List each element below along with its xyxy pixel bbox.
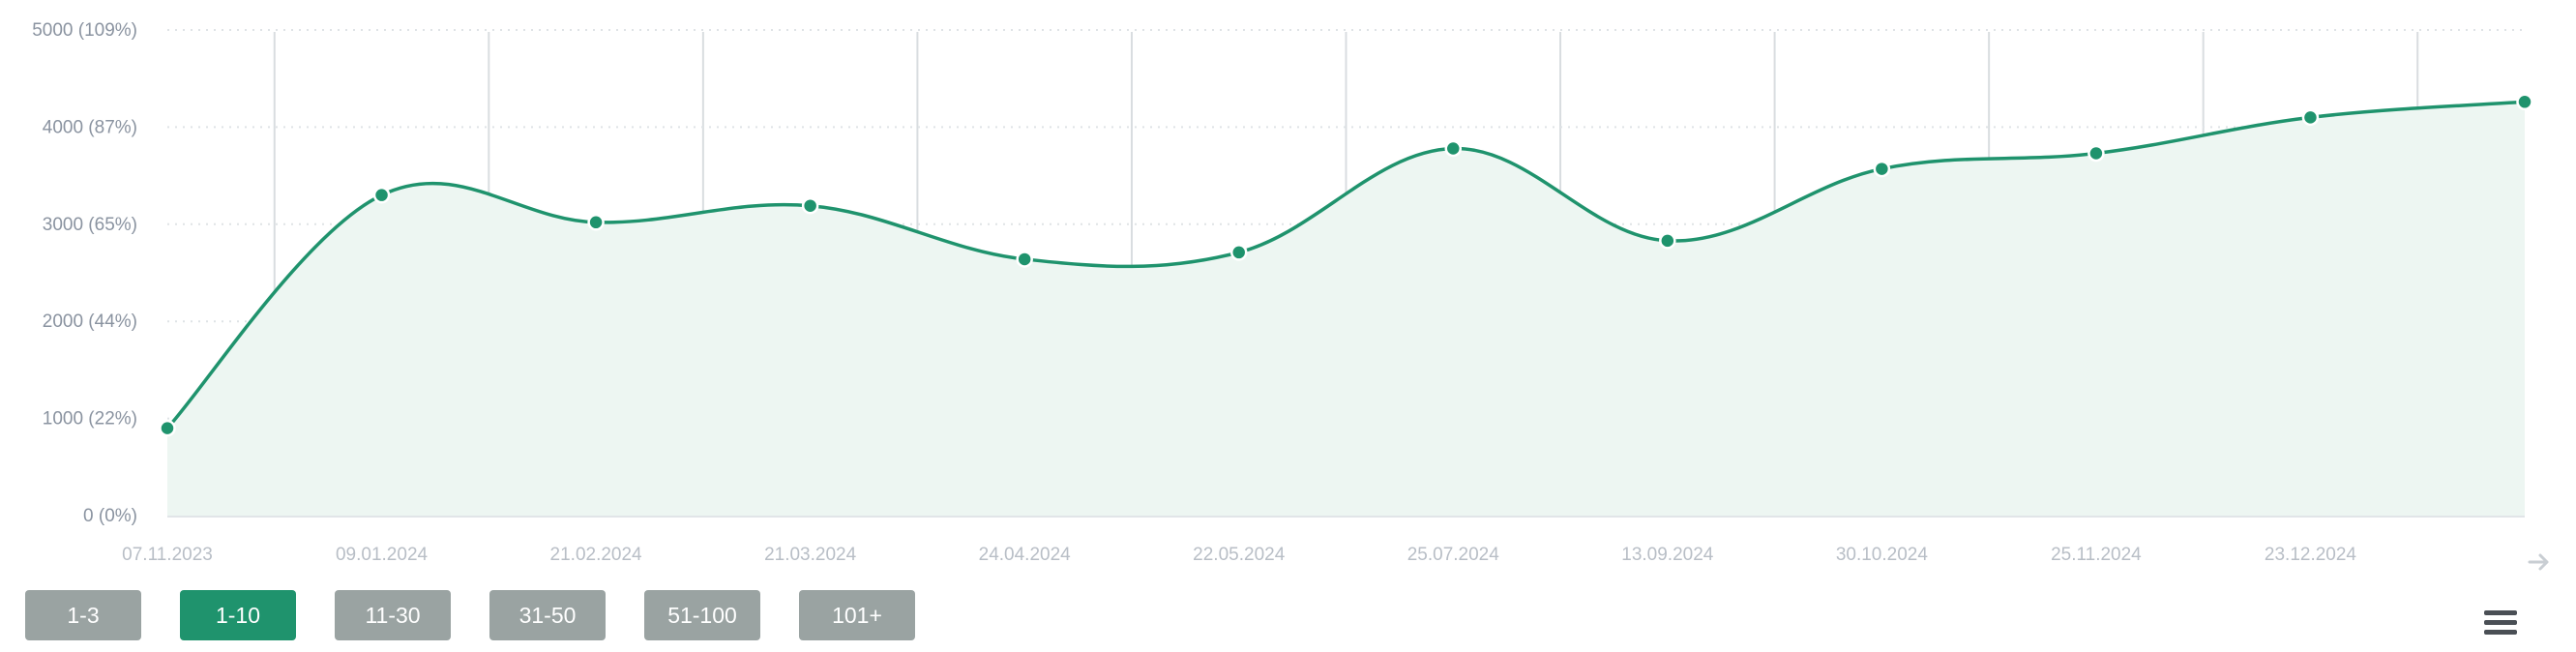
y-tick-label: 3000 (65%) — [43, 215, 137, 235]
data-point[interactable] — [372, 186, 391, 204]
x-tick-label: 21.02.2024 — [550, 545, 643, 565]
filter-button-11-30[interactable]: 11-30 — [335, 590, 451, 640]
data-point[interactable] — [1444, 139, 1463, 158]
data-point[interactable] — [1873, 160, 1891, 178]
x-tick-label: 25.11.2024 — [2051, 545, 2142, 565]
data-point[interactable] — [2301, 108, 2320, 127]
data-point[interactable] — [587, 214, 605, 231]
data-point[interactable] — [801, 196, 819, 215]
y-axis-ticks: 0 (0%) 1000 (22%) 2000 (44%) 3000 (65%) 4000… — [32, 20, 137, 526]
x-tick-label: 07.11.2023 — [122, 545, 213, 565]
filter-button-1-10[interactable]: 1-10 — [180, 590, 296, 640]
series-area — [167, 102, 2525, 517]
filter-button-1-3[interactable]: 1-3 — [25, 590, 141, 640]
y-tick-label: 4000 (87%) — [43, 117, 137, 137]
data-point[interactable] — [1659, 232, 1676, 250]
data-point[interactable] — [1229, 244, 1248, 261]
x-tick-label: 25.07.2024 — [1407, 545, 1500, 565]
x-tick-label: 22.05.2024 — [1193, 545, 1286, 565]
y-tick-label: 1000 (22%) — [43, 409, 137, 430]
series-points — [159, 93, 2533, 437]
data-point[interactable] — [1016, 251, 1033, 268]
y-tick-label: 2000 (44%) — [43, 311, 137, 332]
y-tick-label: 0 (0%) — [83, 506, 137, 526]
hamburger-menu-icon[interactable] — [2484, 610, 2517, 636]
filter-button-101-plus[interactable]: 101+ — [799, 590, 915, 640]
x-tick-label: 30.10.2024 — [1836, 545, 1929, 565]
data-point[interactable] — [2087, 144, 2105, 163]
data-point[interactable] — [159, 419, 176, 437]
x-tick-label: 24.04.2024 — [979, 545, 1072, 565]
arrow-right-icon[interactable] — [2527, 549, 2552, 575]
x-tick-label: 23.12.2024 — [2265, 545, 2357, 565]
position-chart: 0 (0%) 1000 (22%) 2000 (44%) 3000 (65%) 4000… — [32, 20, 2533, 565]
filter-button-31-50[interactable]: 31-50 — [489, 590, 606, 640]
filter-button-51-100[interactable]: 51-100 — [644, 590, 760, 640]
x-axis-ticks: 07.11.2023 09.01.2024 21.02.2024 21.03.2024… — [122, 545, 2356, 565]
y-tick-label: 5000 (109%) — [32, 20, 137, 41]
x-tick-label: 13.09.2024 — [1621, 545, 1714, 565]
data-point[interactable] — [2516, 93, 2533, 111]
x-tick-label: 21.03.2024 — [764, 545, 857, 565]
x-tick-label: 09.01.2024 — [336, 545, 429, 565]
